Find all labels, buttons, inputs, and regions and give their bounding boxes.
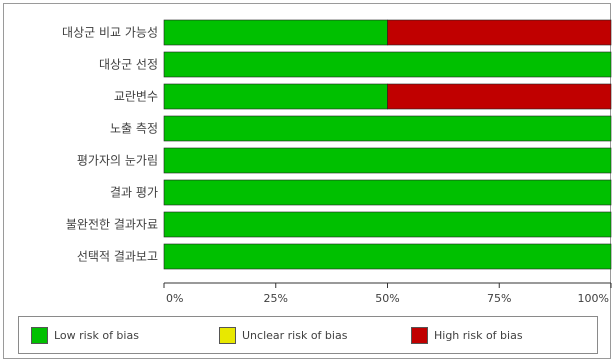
legend-swatch-low: [31, 326, 48, 344]
category-label: 대상군 비교 가능성: [62, 26, 158, 40]
x-axis: 0% 25% 50% 75% 100%: [163, 282, 612, 305]
x-tick-label: 75%: [487, 292, 511, 305]
category-label: 교란변수: [114, 90, 158, 104]
legend-item-high: High risk of bias: [411, 326, 523, 344]
bars-layer: [163, 19, 612, 270]
category-label: 선택적 결과보고: [77, 250, 158, 264]
category-label: 불완전한 결과자료: [66, 218, 158, 232]
legend: Low risk of bias Unclear risk of bias Hi…: [18, 316, 598, 354]
legend-item-unclear: Unclear risk of bias: [219, 326, 347, 344]
bar-segment-low: [163, 243, 612, 270]
x-tick-label: 0%: [166, 292, 183, 305]
x-tick-label: 25%: [264, 292, 288, 305]
legend-swatch-unclear: [219, 326, 236, 344]
category-label: 노출 측정: [110, 122, 158, 136]
category-label: 평가자의 눈가림: [77, 154, 158, 168]
bar-segment-low: [163, 179, 612, 206]
bar-segment-low: [163, 19, 388, 46]
legend-label-low: Low risk of bias: [54, 328, 139, 342]
bar-segment-low: [163, 115, 612, 142]
bar-segment-low: [163, 147, 612, 174]
legend-label-high: High risk of bias: [434, 328, 523, 342]
bar-segment-high: [387, 83, 612, 110]
bar-segment-low: [163, 51, 612, 78]
bar-segment-low: [163, 211, 612, 238]
x-tick-label: 50%: [375, 292, 399, 305]
legend-item-low: Low risk of bias: [31, 326, 139, 344]
x-tick-label: 100%: [578, 292, 609, 305]
legend-swatch-high: [411, 326, 428, 344]
category-label: 대상군 선정: [99, 58, 158, 72]
category-label: 결과 평가: [110, 186, 158, 200]
bar-segment-high: [387, 19, 612, 46]
bar-segment-low: [163, 83, 388, 110]
legend-label-unclear: Unclear risk of bias: [242, 328, 348, 342]
